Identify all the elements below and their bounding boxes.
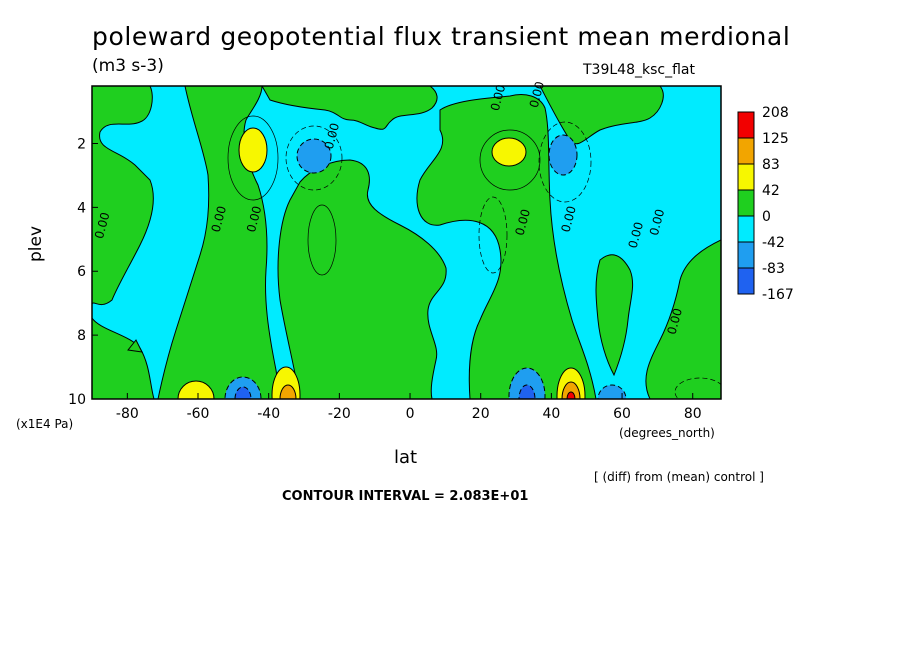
y-tick-label: 8 <box>77 328 86 344</box>
contour-label: 0.00 <box>559 204 579 233</box>
contour-label: 0.00 <box>92 211 112 240</box>
diff-note: [ (diff) from (mean) control ] <box>594 470 764 484</box>
x-axis-units: (degrees_north) <box>619 426 715 440</box>
core-blue-nh-lower <box>508 367 546 399</box>
core-orange-sh-lower <box>279 384 297 399</box>
contour-labels: 0.00 0.00 0.000.000.00 0.000.00 0.000.00 0.00… <box>92 80 685 336</box>
legend-swatch <box>737 215 755 243</box>
contour-ring <box>227 115 279 201</box>
color-legend: 208 125 83 42 0 -42 -83 -167 <box>737 105 794 303</box>
legend-level-label: 42 <box>762 183 780 199</box>
x-tick-label: -60 <box>187 406 210 422</box>
legend-level-label: 208 <box>762 105 789 121</box>
contour-label: 0.00 <box>513 208 533 237</box>
legend-swatch <box>737 189 755 217</box>
legend-level-label: 125 <box>762 131 789 147</box>
contour-label: 0.00 <box>626 220 646 249</box>
x-tick-label: -80 <box>116 406 139 422</box>
legend-swatch <box>737 137 755 165</box>
core-orange-nh-lower <box>561 381 581 399</box>
contour-label: 0.00 <box>665 307 685 336</box>
region-green-north <box>645 239 721 399</box>
y-tick-label: 10 <box>68 392 86 408</box>
y-tick-label: 4 <box>77 200 86 216</box>
y-tick-label: 6 <box>77 264 86 280</box>
core-yellow-sh-lower <box>177 380 215 399</box>
core-blue-nh-upper <box>548 134 578 176</box>
contour-ring <box>538 121 592 203</box>
legend-level-label: -83 <box>762 261 785 277</box>
legend-swatch <box>737 241 755 269</box>
y-axis-units: (x1E4 Pa) <box>16 417 74 431</box>
contour-label: 0.00 <box>209 204 229 233</box>
region-green-nh-upper <box>539 86 664 145</box>
contour-interval-note: CONTOUR INTERVAL = 2.083E+01 <box>282 489 529 504</box>
x-tick-label: 60 <box>613 406 631 422</box>
contour-label: 0.00 <box>647 208 667 237</box>
x-tick-label: 80 <box>684 406 702 422</box>
core-yellow-nh-upper <box>491 137 527 167</box>
legend-swatch <box>737 163 755 191</box>
plot-area <box>92 86 721 399</box>
contour-ring <box>307 204 337 276</box>
contour-label: 0.00 <box>244 204 264 233</box>
core-dark-blue-nh-lower <box>518 384 536 399</box>
region-green-north-mid <box>595 254 634 377</box>
legend-level-label: -42 <box>762 235 785 251</box>
x-tick-label: -20 <box>328 406 351 422</box>
core-blue-nh-lower-2 <box>597 384 627 399</box>
chart-title: poleward geopotential flux transient mea… <box>92 22 791 51</box>
core-yellow-sh-upper <box>238 127 268 173</box>
y-tick-label: 2 <box>77 136 86 152</box>
x-tick-label: 0 <box>406 406 415 422</box>
contour-label: 0.00 <box>488 83 508 112</box>
legend-level-label: 83 <box>762 157 780 173</box>
legend-swatch <box>737 111 755 139</box>
legend-swatch <box>737 267 755 295</box>
run-id-label: T39L48_ksc_flat <box>583 62 695 78</box>
contour-label: 0.00 <box>322 121 342 150</box>
region-green-sh-upper <box>261 86 438 130</box>
x-axis-label: lat <box>394 447 418 468</box>
contour-label: 0.00 <box>527 80 547 109</box>
plot-frame <box>91 85 722 400</box>
y-axis-label: plev <box>26 225 46 262</box>
region-green-west <box>92 86 154 306</box>
core-blue-sh-upper <box>296 138 332 174</box>
core-dark-blue-sh-lower <box>234 386 252 399</box>
chart-units: (m3 s-3) <box>92 56 164 76</box>
contour-ring <box>478 196 508 274</box>
legend-level-label: 0 <box>762 209 771 225</box>
contour-ring <box>285 125 343 191</box>
region-green-equator <box>277 159 447 399</box>
x-axis: -80 -60 -40 -20 0 20 40 60 80 <box>116 393 702 422</box>
contour-ring <box>479 129 541 191</box>
x-tick-label: -40 <box>257 406 280 422</box>
x-tick-label: 40 <box>542 406 560 422</box>
core-red-nh-lower <box>566 391 576 399</box>
x-tick-label: 20 <box>472 406 490 422</box>
y-axis: 2 4 6 8 10 <box>68 136 98 408</box>
region-green-small-sh <box>127 339 143 353</box>
legend-level-label: -167 <box>762 287 794 303</box>
